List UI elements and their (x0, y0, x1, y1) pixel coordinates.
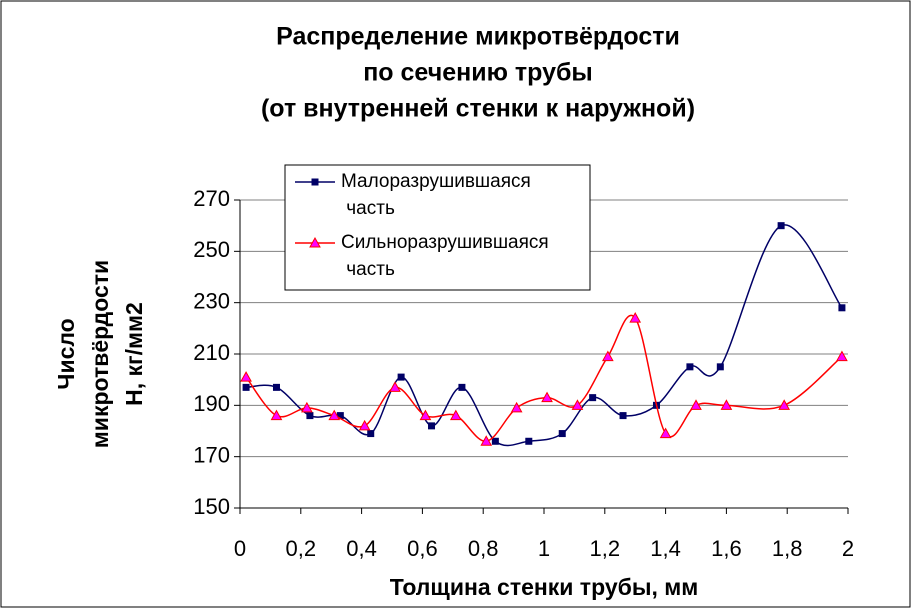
point (541, 391, 553, 403)
point (449, 409, 462, 421)
point (389, 381, 401, 392)
y-tick-label: 270 (193, 186, 230, 211)
x-tick-label: 1 (538, 536, 550, 561)
y-axis-label: Н, кг/мм2 (121, 302, 147, 406)
point (686, 363, 694, 371)
point (571, 399, 584, 410)
legend-box (284, 164, 591, 291)
point (458, 383, 466, 391)
x-axis-label: Толщина стенки трубы, мм (390, 574, 699, 600)
chart-title: (от внутренней стенки к наружной) (261, 95, 695, 123)
point (301, 401, 313, 413)
x-tick-label: 0 (234, 536, 246, 561)
x-tick-label: 2 (842, 536, 854, 561)
legend-label: Малоразрушившаяся часть (341, 171, 531, 219)
point (428, 422, 436, 430)
point (659, 427, 672, 439)
x-tick-label: 1,2 (590, 536, 621, 561)
point (419, 409, 432, 421)
x-tick-label: 0,6 (407, 536, 438, 561)
point (778, 399, 791, 410)
point (397, 373, 405, 381)
point (242, 383, 250, 391)
chart-title: по сечению трубы (363, 59, 593, 87)
x-tick-label: 0,8 (468, 536, 499, 561)
point (619, 412, 627, 420)
point (306, 412, 314, 420)
point (720, 399, 733, 410)
point (510, 401, 523, 413)
x-tick-label: 1,6 (711, 536, 742, 561)
point (836, 350, 848, 362)
y-tick-label: 230 (193, 288, 230, 313)
y-axis-label: Число (53, 318, 79, 389)
point (358, 419, 371, 431)
legend-label: Сильноразрушившаяся часть (341, 232, 549, 280)
point (480, 435, 493, 446)
point (491, 437, 499, 445)
y-tick-label: 250 (193, 237, 230, 262)
x-tick-label: 1,8 (772, 536, 803, 561)
x-tick-label: 0,4 (346, 536, 377, 561)
legend-marker (309, 236, 321, 248)
y-tick-label: 210 (193, 340, 230, 365)
chart-title: Распределение микротвёрдости (276, 23, 680, 51)
legend-marker (311, 178, 319, 186)
point (716, 363, 724, 371)
point (558, 430, 566, 438)
point (525, 437, 533, 445)
x-tick-label: 1,4 (650, 536, 681, 561)
point (589, 394, 597, 402)
point (272, 383, 280, 391)
y-axis-label: микротвёрдости (87, 260, 113, 448)
point (240, 371, 252, 382)
point (690, 399, 702, 410)
point (367, 430, 375, 438)
x-tick-label: 0,2 (286, 536, 317, 561)
point (601, 350, 614, 362)
point (629, 312, 642, 323)
point (838, 304, 846, 312)
point (328, 409, 341, 421)
point (336, 412, 344, 420)
point (777, 222, 785, 230)
y-tick-label: 190 (193, 391, 230, 416)
y-tick-label: 170 (193, 442, 230, 467)
point (270, 409, 283, 421)
y-tick-label: 150 (193, 494, 230, 519)
